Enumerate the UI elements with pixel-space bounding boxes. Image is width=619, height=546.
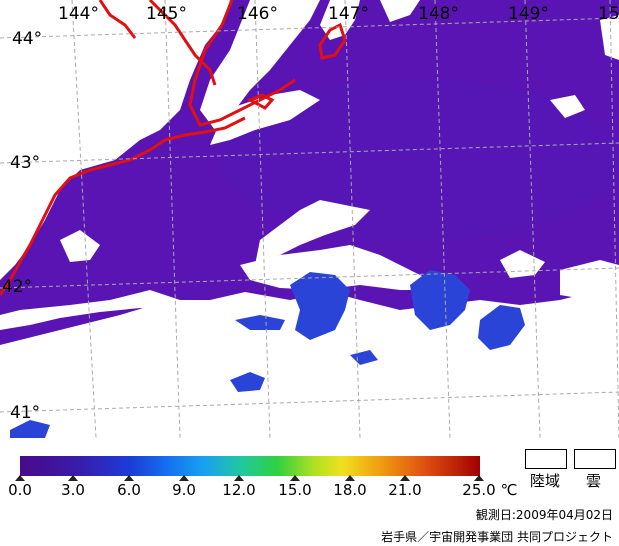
lat-label: 41° — [10, 403, 40, 423]
colorbar-tick-label: 21.0 — [388, 481, 422, 499]
colorbar-tick — [124, 475, 134, 481]
colorbar-tick — [474, 475, 484, 481]
coordinate-labels: 144° 145° 146° 147° 148° 149° 15 44° 43°… — [2, 4, 619, 423]
lat-label: 44° — [12, 29, 42, 49]
cloud-legend-label: 雲 — [586, 472, 602, 490]
observation-date: 観測日:2009年04月02日 — [475, 508, 613, 522]
colorbar-tick-label: 12.0 — [222, 481, 256, 499]
colorbar-tick-label: 3.0 — [61, 481, 85, 499]
warm-water-patches — [10, 270, 525, 438]
lon-label: 147° — [328, 4, 369, 24]
colorbar-tick-label: 25.0 — [462, 481, 496, 499]
colorbar-tick — [400, 475, 410, 481]
lon-label: 148° — [418, 4, 459, 24]
colorbar-tick — [68, 475, 78, 481]
temperature-color-bar — [20, 456, 480, 476]
colorbar-tick-label: 9.0 — [172, 481, 196, 499]
colorbar-tick — [234, 475, 244, 481]
lon-label: 145° — [146, 4, 187, 24]
colorbar-tick-label: 6.0 — [117, 481, 141, 499]
coastline — [0, 0, 347, 296]
land-legend-swatch — [525, 449, 567, 469]
colorbar-tick — [345, 475, 355, 481]
cloud-legend-swatch — [574, 449, 616, 469]
colorbar-tick — [179, 475, 189, 481]
colorbar-tick-label: 0.0 — [8, 481, 32, 499]
land-legend-label: 陸域 — [530, 472, 561, 490]
lat-label: 42° — [2, 277, 32, 297]
lat-label: 43° — [10, 153, 40, 173]
colorbar-tick-label: 18.0 — [333, 481, 367, 499]
lon-label: 144° — [58, 4, 99, 24]
colorbar-tick — [290, 475, 300, 481]
sea-surface-temperature-map: 144° 145° 146° 147° 148° 149° 15 44° 43°… — [0, 0, 619, 438]
lon-label: 146° — [237, 4, 278, 24]
colorbar-unit: ℃ — [500, 481, 518, 499]
lat-lon-grid — [0, 0, 619, 438]
colorbar-tick — [15, 475, 25, 481]
colorbar-tick-label: 15.0 — [278, 481, 312, 499]
credit-text: 岩手県／宇宙開発事業団 共同プロジェクト — [381, 530, 613, 544]
lon-label: 15 — [598, 4, 619, 24]
lon-label: 149° — [508, 4, 549, 24]
